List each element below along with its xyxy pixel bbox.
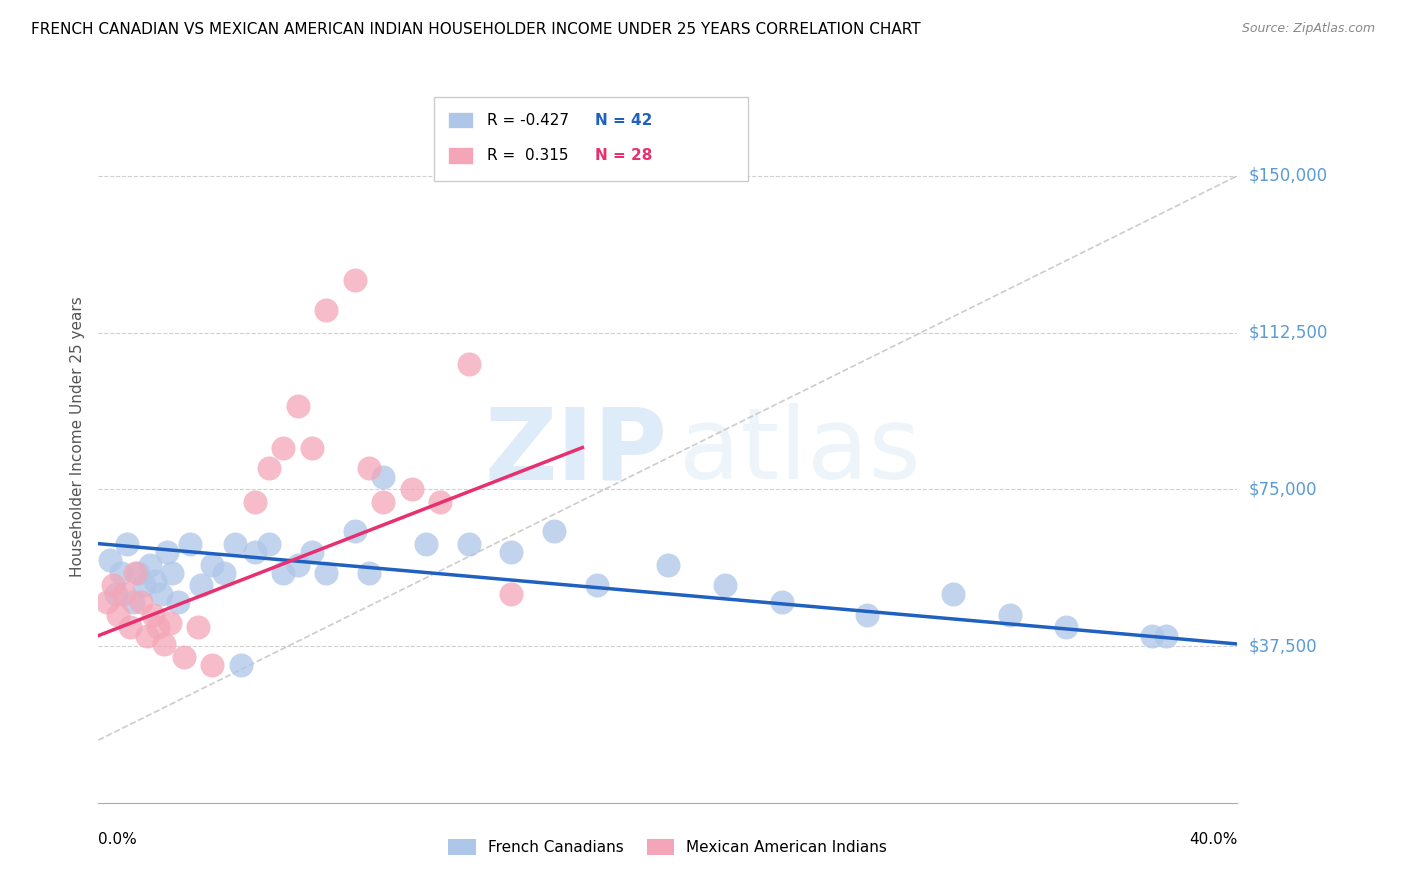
Text: $37,500: $37,500 — [1249, 637, 1317, 655]
Point — [357, 566, 380, 580]
Point — [373, 495, 395, 509]
Point — [343, 273, 366, 287]
Point — [224, 536, 246, 550]
Text: N = 28: N = 28 — [595, 148, 652, 163]
Point — [129, 595, 152, 609]
Text: ZIP: ZIP — [485, 403, 668, 500]
Point — [132, 578, 155, 592]
Text: FRENCH CANADIAN VS MEXICAN AMERICAN INDIAN HOUSEHOLDER INCOME UNDER 25 YEARS COR: FRENCH CANADIAN VS MEXICAN AMERICAN INDI… — [31, 22, 921, 37]
Point — [273, 566, 295, 580]
Point — [301, 441, 323, 455]
Point — [156, 545, 179, 559]
Point — [167, 595, 190, 609]
Point — [287, 558, 309, 572]
FancyBboxPatch shape — [449, 112, 472, 128]
Text: $150,000: $150,000 — [1249, 167, 1327, 185]
Point — [150, 587, 173, 601]
Text: R = -0.427: R = -0.427 — [486, 113, 569, 128]
Point — [343, 524, 366, 538]
Point — [457, 536, 479, 550]
Text: 0.0%: 0.0% — [98, 832, 138, 847]
Text: Source: ZipAtlas.com: Source: ZipAtlas.com — [1241, 22, 1375, 36]
Point — [96, 595, 118, 609]
Point — [501, 545, 523, 559]
Point — [110, 566, 132, 580]
Point — [1154, 629, 1177, 643]
Point — [315, 566, 337, 580]
Text: 40.0%: 40.0% — [1189, 832, 1237, 847]
Point — [657, 558, 679, 572]
Point — [259, 461, 281, 475]
Point — [115, 536, 138, 550]
Point — [141, 607, 163, 622]
Point — [112, 587, 135, 601]
FancyBboxPatch shape — [449, 147, 472, 163]
Point — [190, 578, 212, 592]
Point — [401, 483, 423, 497]
Point — [429, 495, 451, 509]
Point — [373, 470, 395, 484]
FancyBboxPatch shape — [434, 97, 748, 181]
Point — [259, 536, 281, 550]
Point — [243, 545, 266, 559]
Point — [457, 357, 479, 371]
Point — [148, 620, 170, 634]
Point — [124, 566, 146, 580]
Point — [127, 566, 149, 580]
Point — [287, 399, 309, 413]
Point — [543, 524, 565, 538]
Point — [98, 553, 121, 567]
Point — [173, 649, 195, 664]
Point — [243, 495, 266, 509]
Point — [101, 578, 124, 592]
Point — [315, 302, 337, 317]
Point — [357, 461, 380, 475]
Y-axis label: Householder Income Under 25 years: Householder Income Under 25 years — [69, 297, 84, 577]
Point — [585, 578, 607, 592]
Point — [856, 607, 879, 622]
Point — [501, 587, 523, 601]
Point — [301, 545, 323, 559]
Point — [201, 657, 224, 672]
Point — [770, 595, 793, 609]
Point — [179, 536, 201, 550]
Text: atlas: atlas — [679, 403, 921, 500]
Point — [153, 637, 176, 651]
Point — [187, 620, 209, 634]
Point — [229, 657, 252, 672]
Point — [998, 607, 1021, 622]
Point — [942, 587, 965, 601]
Point — [1140, 629, 1163, 643]
Point — [118, 620, 141, 634]
Text: $112,500: $112,500 — [1249, 324, 1327, 342]
Point — [145, 574, 167, 589]
Point — [121, 595, 143, 609]
Point — [162, 566, 184, 580]
Point — [104, 587, 127, 601]
Point — [107, 607, 129, 622]
Text: $75,000: $75,000 — [1249, 480, 1317, 499]
Point — [714, 578, 737, 592]
Point — [212, 566, 235, 580]
Point — [135, 629, 157, 643]
Point — [159, 616, 181, 631]
Point — [273, 441, 295, 455]
Legend: French Canadians, Mexican American Indians: French Canadians, Mexican American India… — [443, 833, 893, 861]
Point — [1056, 620, 1078, 634]
Point — [201, 558, 224, 572]
Text: N = 42: N = 42 — [595, 113, 652, 128]
Point — [138, 558, 160, 572]
Point — [415, 536, 437, 550]
Text: R =  0.315: R = 0.315 — [486, 148, 568, 163]
